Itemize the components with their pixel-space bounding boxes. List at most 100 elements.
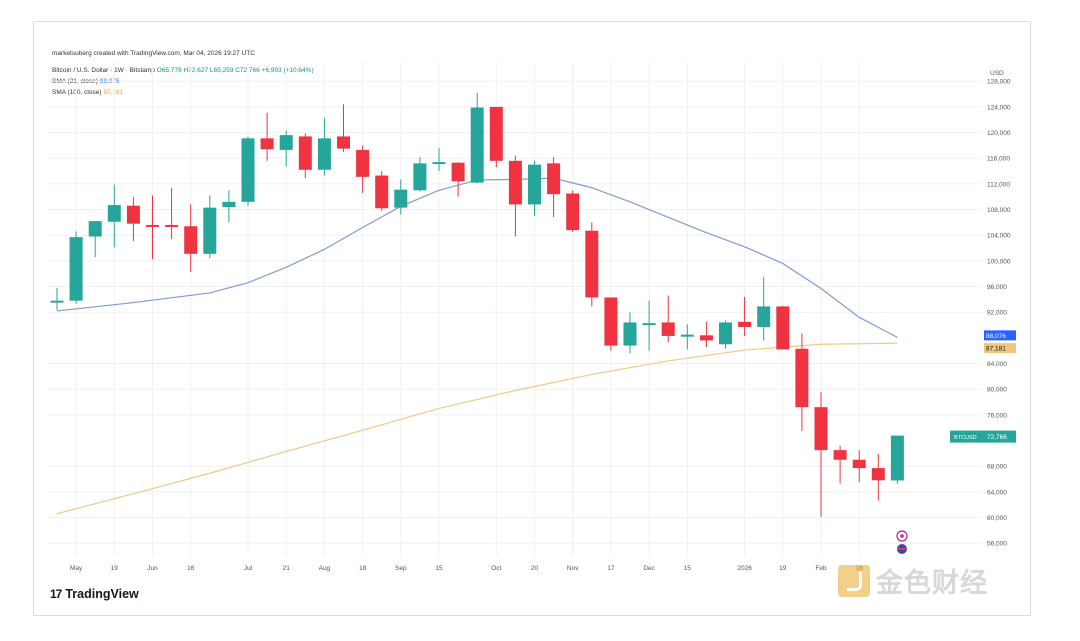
candle-down [661,322,675,336]
y-tick-label: 64,000 [987,489,1007,496]
x-tick-label: Aug [319,565,331,572]
candle-up [279,135,293,150]
candle-up [203,207,217,254]
candle-down [585,230,599,298]
y-tick-label: 60,000 [987,515,1007,522]
watermark: 金色财经 [838,561,988,600]
candle-up [623,322,637,346]
x-tick-label: Sep [395,565,407,572]
candle-down [566,193,580,231]
candle-up [528,164,541,205]
candle-down [871,468,885,481]
x-tick-label: 15 [435,565,443,572]
candle-down [795,348,809,408]
candle-up [432,162,446,165]
sma21-value-tag-bg [984,330,1016,341]
y-tick-label: 84,000 [987,361,1007,368]
candle-up [241,138,255,202]
y-tick-label: 108,000 [987,207,1011,214]
candle-up [50,300,64,303]
candle-down [146,224,159,227]
y-tick-label: 96,000 [987,284,1007,291]
sma100-line [56,342,898,515]
y-tick-label: 56,000 [987,541,1007,548]
x-tick-label: 16 [187,565,195,572]
candle-up [222,201,236,207]
y-tick-label: 76,000 [987,412,1007,419]
last-price-value: 72,766 [987,434,1007,441]
y-tick-label: 100,000 [987,258,1011,265]
candle-down [356,149,370,177]
legend-sma100-value: 87,181 [103,89,124,96]
x-tick-label: Nov [567,565,579,572]
sma100-value-tag: 87,181 [986,346,1006,353]
candle-up [757,306,771,327]
candle-down [604,297,618,346]
candle-up [69,237,83,301]
legend-sma100: SMA (100, close) 87,181 [52,89,123,96]
candle-up [394,189,408,208]
y-tick-label: 112,000 [987,181,1010,188]
y-tick-label: 128,000 [987,79,1011,86]
y-tick-label: 68,000 [987,464,1007,471]
candle-down [738,321,752,327]
flag-us-stripe [898,548,906,550]
candle-down [508,160,522,205]
candle-up [107,205,121,222]
watermark-text: 金色财经 [876,568,988,599]
candle-up [317,138,331,170]
y-tick-label: 80,000 [987,387,1007,394]
last-price-tag-bg [950,430,1016,443]
x-tick-label: 17 [607,565,615,572]
candle-down [833,450,847,460]
x-tick-label: 19 [111,565,119,572]
candle-up [88,221,102,237]
watermark-logo-icon [838,564,870,597]
x-tick-label: 19 [779,565,787,572]
candle-down [814,407,828,451]
candle-up [413,163,427,191]
candle-up [890,435,904,481]
x-tick-label: Jul [244,565,253,572]
candle-down [547,163,561,195]
event-marker-dot [900,534,904,538]
candle-down [184,226,198,254]
candle-down [699,335,713,341]
x-tick-label: 18 [359,565,367,572]
credit-line: marketsuberg created with TradingView.co… [52,50,255,57]
candle-down [852,459,866,469]
tradingview-name: TradingView [65,587,139,601]
candle-up [642,323,656,326]
y-tick-label: 116,000 [987,156,1010,163]
tradingview-logo[interactable]: 17 TradingView [50,587,139,601]
x-tick-label: 2026 [737,565,752,572]
candle-up [470,107,484,183]
x-tick-label: 15 [684,565,692,572]
y-tick-label: 104,000 [987,233,1011,240]
legend-symbol: Bitcoin / U.S. Dollar · 1W · Bitstamp [52,67,155,74]
legend-symbol-line: Bitcoin / U.S. Dollar · 1W · Bitstamp O6… [52,67,314,74]
candle-down [776,306,790,350]
chart-card [33,21,1031,616]
x-tick-label: May [70,565,83,572]
x-tick-label: Feb [815,565,827,572]
candle-up [719,322,732,345]
candle-down [126,205,140,224]
y-tick-label: 124,000 [987,104,1011,111]
x-tick-label: Dec [643,565,655,572]
candle-down [260,138,274,150]
candle-down [298,136,312,170]
candle-down [375,175,389,209]
x-tick-label: Jun [147,565,158,572]
y-tick-label: 120,000 [987,130,1011,137]
x-tick-label: 20 [531,565,539,572]
candle-down [489,106,503,161]
legend-ohlc: O65,776 H72,627 L65,259 C72,766 +6,993 (… [156,67,314,74]
sma100-value-tag-bg [984,343,1016,354]
y-axis-currency: USD [990,70,1004,77]
candle-up [680,334,694,337]
x-tick-label: Oct [491,565,501,572]
legend-sma100-label: SMA (100, close) [52,89,102,96]
sma21-line [56,177,898,338]
